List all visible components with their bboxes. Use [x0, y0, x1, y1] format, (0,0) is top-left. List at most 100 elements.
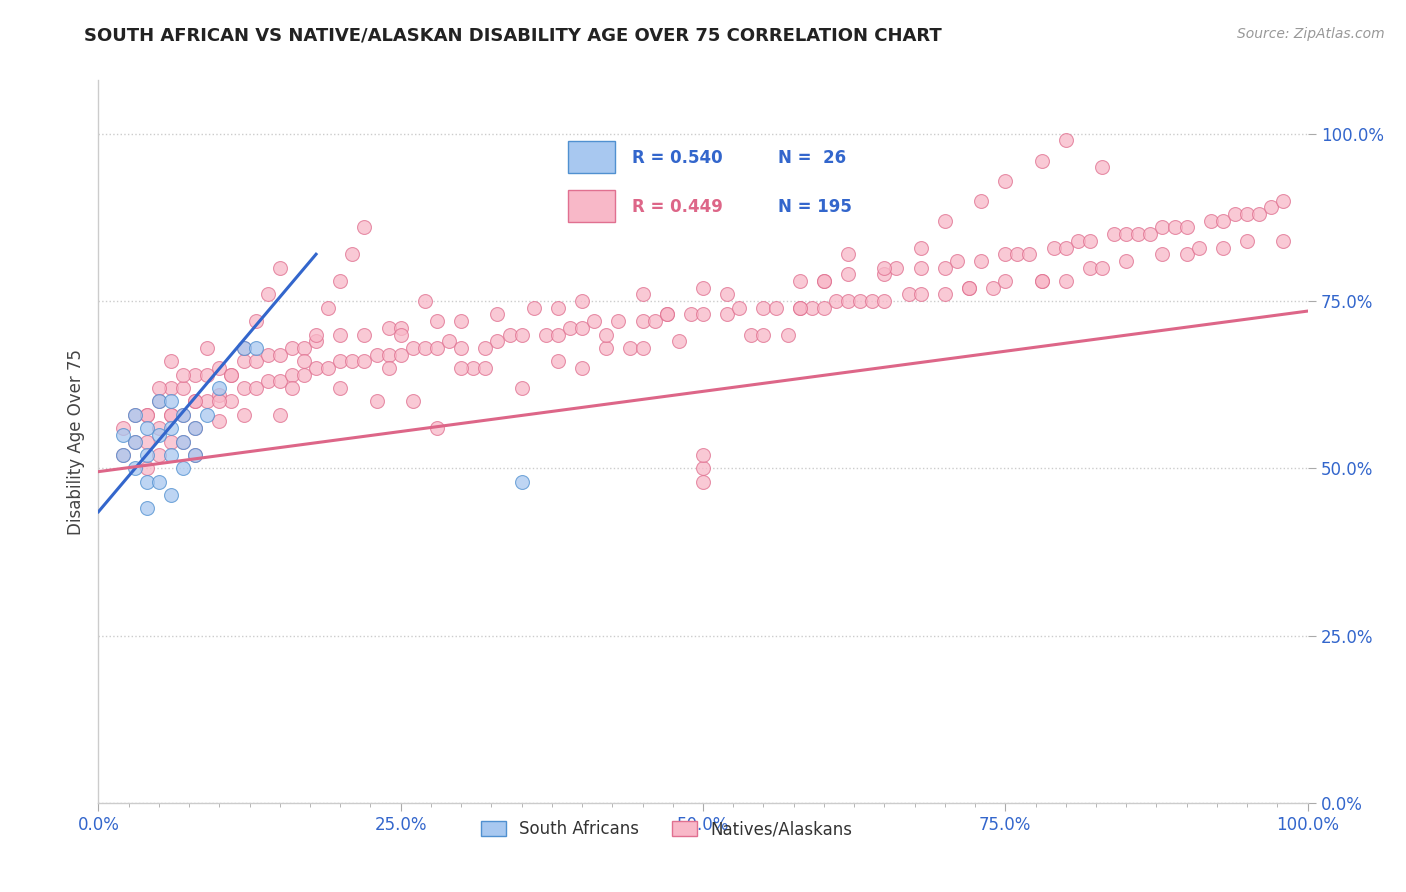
- Point: [269, 260, 291, 275]
- Point: [221, 368, 243, 382]
- Point: [789, 301, 811, 315]
- Point: [342, 247, 364, 261]
- Point: [1115, 254, 1137, 268]
- Point: [1272, 234, 1295, 248]
- Point: [184, 394, 207, 409]
- Point: [486, 307, 509, 322]
- Point: [910, 241, 932, 255]
- Point: [486, 334, 509, 349]
- Point: [269, 348, 291, 362]
- Point: [463, 361, 485, 376]
- Point: [135, 408, 157, 422]
- Point: [256, 287, 278, 301]
- Point: [510, 475, 533, 489]
- Point: [886, 260, 908, 275]
- Point: [305, 334, 328, 349]
- Point: [655, 307, 678, 322]
- Point: [1236, 207, 1258, 221]
- Point: [292, 354, 315, 368]
- Text: Source: ZipAtlas.com: Source: ZipAtlas.com: [1237, 27, 1385, 41]
- Point: [800, 301, 823, 315]
- Point: [195, 341, 218, 355]
- Point: [765, 301, 787, 315]
- Point: [208, 387, 231, 401]
- Point: [1042, 241, 1064, 255]
- Point: [135, 461, 157, 475]
- Point: [256, 348, 278, 362]
- Point: [389, 348, 412, 362]
- Point: [135, 448, 157, 462]
- Point: [172, 434, 194, 449]
- Point: [1091, 260, 1114, 275]
- Point: [329, 354, 352, 368]
- Point: [148, 381, 170, 395]
- Point: [353, 220, 375, 235]
- Point: [789, 301, 811, 315]
- Point: [631, 287, 654, 301]
- Point: [184, 448, 207, 462]
- Point: [1128, 227, 1150, 242]
- Point: [135, 434, 157, 449]
- Point: [607, 314, 630, 328]
- Point: [184, 421, 207, 435]
- Point: [994, 274, 1017, 288]
- Point: [728, 301, 751, 315]
- Point: [1260, 201, 1282, 215]
- Point: [1272, 194, 1295, 208]
- Point: [571, 321, 593, 335]
- Point: [547, 301, 569, 315]
- Point: [316, 361, 339, 376]
- Point: [450, 361, 472, 376]
- Point: [353, 354, 375, 368]
- Point: [498, 327, 520, 342]
- Point: [305, 361, 328, 376]
- Point: [934, 260, 956, 275]
- Point: [1223, 207, 1246, 221]
- Point: [631, 341, 654, 355]
- Point: [148, 421, 170, 435]
- Point: [716, 307, 738, 322]
- Point: [377, 348, 399, 362]
- Point: [813, 301, 835, 315]
- Point: [269, 375, 291, 389]
- Point: [1199, 214, 1222, 228]
- Y-axis label: Disability Age Over 75: Disability Age Over 75: [66, 349, 84, 534]
- Point: [957, 281, 980, 295]
- Point: [426, 341, 449, 355]
- Point: [873, 294, 896, 309]
- Point: [124, 434, 146, 449]
- Point: [970, 254, 993, 268]
- Point: [111, 448, 134, 462]
- Point: [837, 247, 859, 261]
- Point: [934, 287, 956, 301]
- Point: [946, 254, 969, 268]
- Point: [910, 287, 932, 301]
- Point: [124, 408, 146, 422]
- Point: [292, 341, 315, 355]
- Point: [402, 394, 425, 409]
- Point: [281, 381, 304, 395]
- Point: [184, 394, 207, 409]
- Point: [644, 314, 666, 328]
- Point: [111, 421, 134, 435]
- Point: [160, 488, 183, 502]
- Point: [184, 448, 207, 462]
- Point: [377, 321, 399, 335]
- Point: [232, 408, 254, 422]
- Point: [547, 354, 569, 368]
- Point: [583, 314, 606, 328]
- Text: SOUTH AFRICAN VS NATIVE/ALASKAN DISABILITY AGE OVER 75 CORRELATION CHART: SOUTH AFRICAN VS NATIVE/ALASKAN DISABILI…: [84, 27, 942, 45]
- Point: [1054, 274, 1077, 288]
- Point: [510, 327, 533, 342]
- Point: [740, 327, 762, 342]
- Point: [232, 341, 254, 355]
- Point: [195, 394, 218, 409]
- Point: [148, 448, 170, 462]
- Point: [776, 327, 799, 342]
- Point: [245, 341, 267, 355]
- Point: [172, 381, 194, 395]
- Point: [716, 287, 738, 301]
- Point: [184, 368, 207, 382]
- Point: [873, 260, 896, 275]
- Point: [1175, 220, 1198, 235]
